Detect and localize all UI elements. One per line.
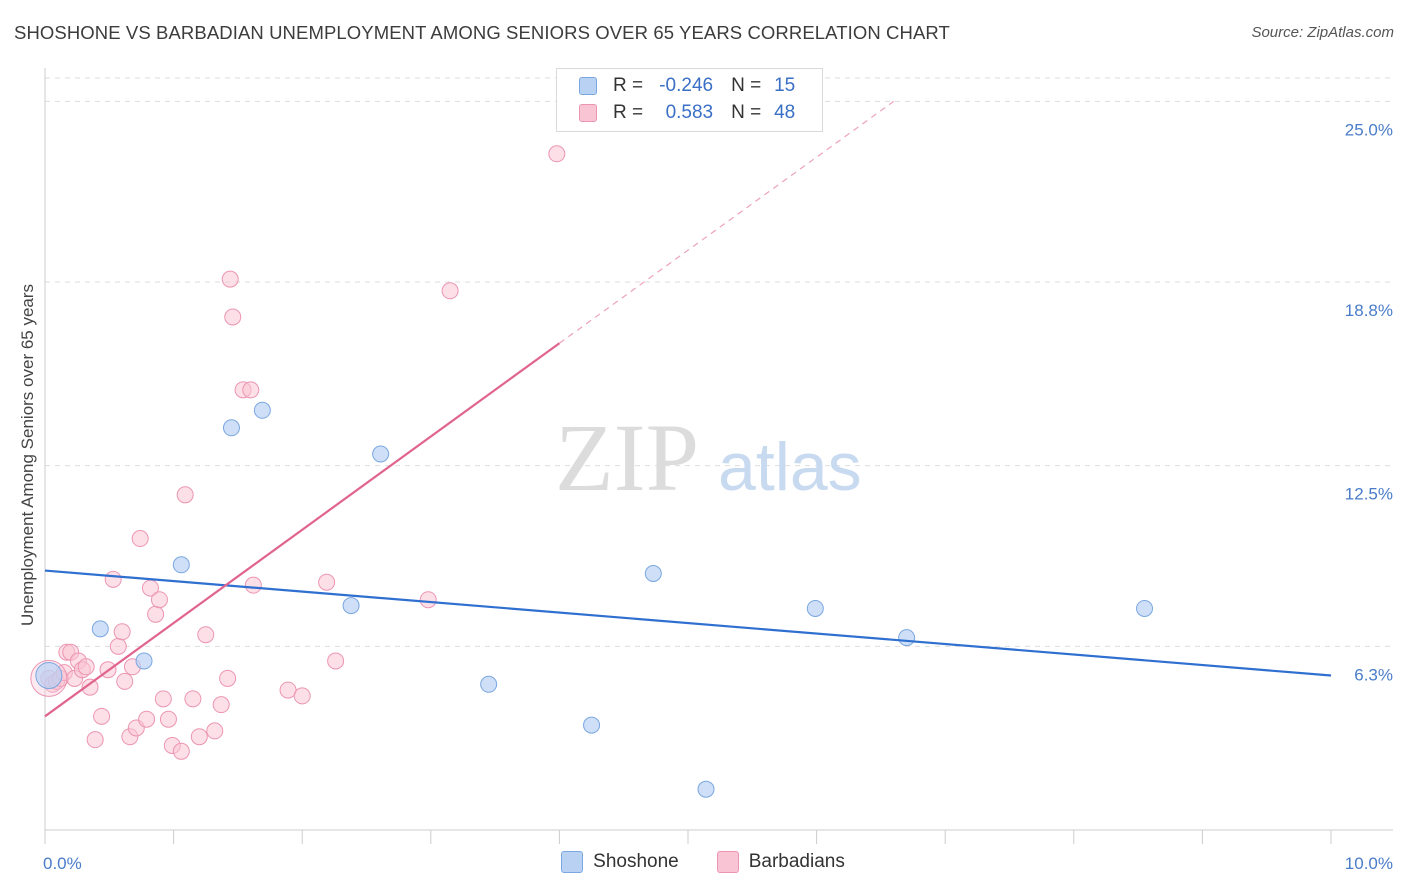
- barbadian-point: [154, 690, 172, 708]
- barbadian-point: [93, 707, 111, 725]
- barbadian-point: [159, 710, 177, 728]
- barbadian-point: [109, 637, 127, 655]
- barbadian-point: [81, 678, 99, 696]
- legend-r-label: R =: [613, 75, 644, 96]
- legend-r-value-shoshone: -0.246: [659, 75, 714, 96]
- shoshone-point: [253, 401, 271, 419]
- barbadian-point: [104, 570, 122, 588]
- shoshone-point: [480, 675, 498, 693]
- legend-item-shoshone[interactable]: Shoshone: [561, 851, 679, 873]
- x-tick-label: 10.0%: [1345, 854, 1393, 873]
- trend-lines: [44, 100, 1332, 718]
- grid-lines: [45, 77, 1393, 647]
- barbadian-point: [77, 658, 95, 676]
- barbadian-point: [131, 530, 149, 548]
- shoshone-point: [172, 556, 190, 574]
- y-tick-label: 25.0%: [1345, 120, 1393, 139]
- shoshone-point: [372, 445, 390, 463]
- axes: [44, 68, 1393, 844]
- barbadian-point: [190, 728, 208, 746]
- barbadian-point: [172, 742, 190, 760]
- shoshone-point: [35, 662, 63, 690]
- barbadian-point: [242, 381, 260, 399]
- shoshone-point: [644, 565, 662, 583]
- chart-title: SHOSHONE VS BARBADIAN UNEMPLOYMENT AMONG…: [14, 22, 950, 43]
- barbadian-point: [224, 308, 242, 326]
- barbadian-point: [419, 591, 437, 609]
- barbadian-point: [293, 687, 311, 705]
- legend-n-value-shoshone: 15: [774, 75, 796, 96]
- series-legend: Shoshone Barbadians: [0, 851, 1406, 873]
- y-axis-label: Unemployment Among Seniors over 65 years: [18, 284, 37, 626]
- y-tick-label: 6.3%: [1354, 665, 1393, 684]
- barbadian-point: [113, 623, 131, 641]
- shoshone-trend-line: [44, 569, 1332, 677]
- barbadian-point: [184, 690, 202, 708]
- shoshone-point: [135, 652, 153, 670]
- barbadian-point: [327, 652, 345, 670]
- barbadian-point: [147, 605, 165, 623]
- barbadian-point: [138, 710, 156, 728]
- y-tick-label: 18.8%: [1345, 301, 1393, 320]
- barbadian-point: [116, 672, 134, 690]
- barbadian-point: [150, 591, 168, 609]
- watermark: ZIP atlas: [555, 404, 862, 511]
- shoshone-point: [898, 629, 916, 647]
- barbadian-point: [244, 576, 262, 594]
- shoshone-point: [697, 780, 715, 798]
- legend-swatch-barbadians: [579, 104, 597, 122]
- y-tick-label: 12.5%: [1345, 485, 1393, 504]
- barbadian-point: [548, 145, 566, 163]
- legend-row-shoshone: R = -0.246 N = 15: [579, 73, 795, 99]
- barbadian-point: [206, 722, 224, 740]
- barbadian-point: [221, 270, 239, 288]
- barbadian-point: [318, 573, 336, 591]
- legend-n-label: N =: [731, 75, 762, 96]
- barbadian-point: [212, 696, 230, 714]
- tick-labels: 6.3% 12.5% 18.8% 25.0% 0.0% 10.0%: [43, 120, 1393, 873]
- shoshone-point: [91, 620, 109, 638]
- x-tick-label: 0.0%: [43, 854, 82, 873]
- barbadian-point: [197, 626, 215, 644]
- legend-n-value-barbadians: 48: [774, 102, 796, 123]
- barbadian-point: [441, 282, 459, 300]
- legend-swatch-shoshone: [561, 851, 584, 873]
- barbadian-trend-line: [44, 342, 561, 718]
- legend-r-value-barbadians: 0.583: [665, 102, 714, 123]
- watermark-zip: ZIP: [555, 404, 699, 511]
- barbadian-point: [279, 681, 297, 699]
- barbadian-trend-extension: [559, 100, 895, 344]
- legend-label-shoshone: Shoshone: [593, 851, 679, 872]
- shoshone-point: [583, 716, 601, 734]
- shoshone-point: [1136, 599, 1154, 617]
- barbadian-point: [219, 669, 237, 687]
- watermark-atlas: atlas: [718, 429, 862, 505]
- legend-n-label: N =: [731, 102, 762, 123]
- barbadian-point: [176, 486, 194, 504]
- legend-swatch-barbadians: [716, 851, 739, 873]
- barbadian-point: [86, 731, 104, 749]
- correlation-legend: R = -0.246 N = 15 R = 0.583 N = 48: [556, 68, 823, 132]
- legend-r-label: R =: [613, 102, 644, 123]
- legend-label-barbadians: Barbadians: [748, 851, 845, 872]
- shoshone-point: [806, 599, 824, 617]
- legend-item-barbadians[interactable]: Barbadians: [716, 851, 845, 873]
- shoshone-point: [342, 597, 360, 615]
- legend-swatch-shoshone: [579, 77, 597, 95]
- legend-row-barbadians: R = 0.583 N = 48: [579, 100, 795, 126]
- chart-source: Source: ZipAtlas.com: [1251, 24, 1394, 41]
- shoshone-point: [222, 419, 240, 437]
